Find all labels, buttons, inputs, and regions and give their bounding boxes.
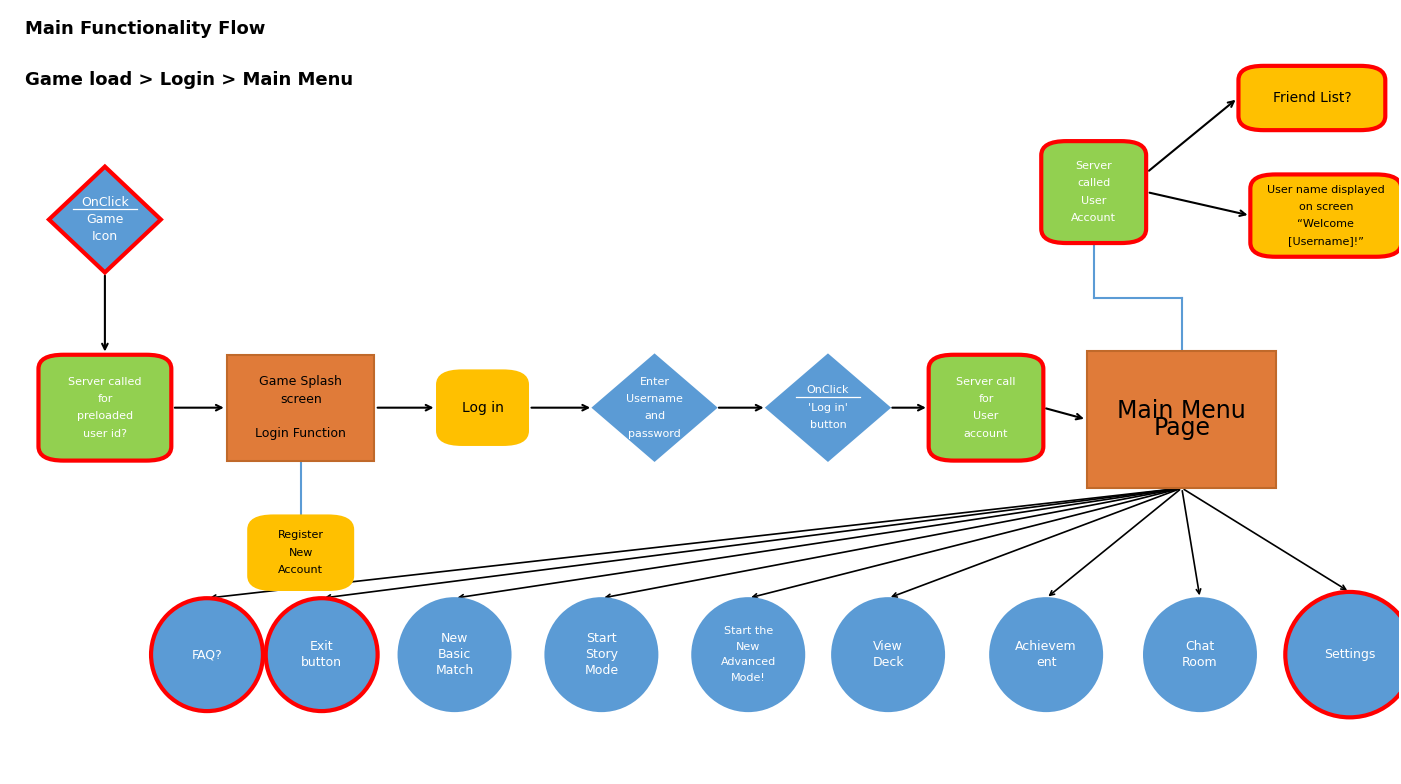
Text: View: View [873, 641, 904, 653]
Text: Basic: Basic [439, 648, 471, 661]
Text: Exit: Exit [310, 641, 333, 653]
Text: 'Log in': 'Log in' [808, 403, 848, 412]
Text: OnClick: OnClick [81, 196, 129, 209]
Text: FAQ?: FAQ? [192, 648, 223, 661]
Text: Game Splash: Game Splash [259, 376, 342, 388]
Text: User: User [1082, 196, 1107, 205]
Text: Mode!: Mode! [731, 673, 765, 683]
Text: Match: Match [436, 664, 474, 677]
Text: for: for [978, 394, 993, 404]
Text: Game: Game [87, 213, 123, 226]
Text: button: button [301, 656, 342, 669]
Text: Login Function: Login Function [255, 427, 346, 440]
Text: for: for [97, 394, 112, 404]
Text: preloaded: preloaded [77, 412, 133, 421]
Text: screen: screen [280, 393, 322, 405]
Text: on screen: on screen [1299, 202, 1353, 212]
Ellipse shape [399, 598, 510, 711]
Ellipse shape [1145, 598, 1255, 711]
FancyBboxPatch shape [1087, 351, 1276, 488]
FancyBboxPatch shape [1238, 66, 1386, 130]
Text: and: and [644, 412, 665, 421]
FancyBboxPatch shape [227, 354, 374, 461]
Text: Main Functionality Flow: Main Functionality Flow [25, 20, 266, 38]
FancyBboxPatch shape [437, 371, 528, 445]
Text: Friend List?: Friend List? [1272, 91, 1351, 105]
Text: “Welcome: “Welcome [1297, 220, 1355, 229]
Text: Enter: Enter [639, 377, 670, 387]
Text: user id?: user id? [83, 429, 127, 438]
Text: OnClick: OnClick [807, 386, 849, 395]
Polygon shape [766, 354, 890, 461]
Text: New: New [289, 548, 312, 557]
Text: ent: ent [1035, 656, 1056, 669]
Polygon shape [593, 354, 716, 461]
FancyBboxPatch shape [1250, 175, 1401, 257]
Text: Page: Page [1153, 416, 1210, 440]
Ellipse shape [266, 598, 378, 711]
Text: Game load > Login > Main Menu: Game load > Login > Main Menu [25, 71, 353, 89]
Text: Achievem: Achievem [1016, 641, 1077, 653]
Text: Start the: Start the [724, 626, 773, 636]
Text: Main Menu: Main Menu [1118, 399, 1245, 423]
Ellipse shape [151, 598, 263, 711]
Text: Room: Room [1182, 656, 1217, 669]
FancyBboxPatch shape [248, 516, 353, 590]
Text: Mode: Mode [584, 664, 618, 677]
Text: Deck: Deck [873, 656, 904, 669]
Text: Chat: Chat [1185, 641, 1215, 653]
Text: Username: Username [626, 394, 682, 404]
Text: New: New [441, 633, 468, 645]
Text: Register: Register [277, 531, 324, 540]
Text: Advanced: Advanced [720, 658, 776, 667]
Ellipse shape [692, 598, 804, 711]
Text: Server called: Server called [69, 377, 142, 387]
FancyBboxPatch shape [1041, 141, 1146, 243]
Text: called: called [1077, 179, 1111, 188]
Text: button: button [810, 420, 846, 430]
Text: User name displayed: User name displayed [1267, 185, 1384, 194]
Text: Account: Account [1072, 213, 1117, 223]
Text: New: New [736, 642, 761, 652]
Text: account: account [964, 429, 1009, 438]
FancyBboxPatch shape [929, 354, 1044, 461]
Text: Log in: Log in [461, 401, 503, 415]
Text: Server: Server [1076, 162, 1112, 171]
Ellipse shape [991, 598, 1103, 711]
Ellipse shape [832, 598, 944, 711]
FancyBboxPatch shape [38, 354, 171, 461]
Text: password: password [628, 429, 681, 438]
Ellipse shape [545, 598, 657, 711]
Ellipse shape [1285, 592, 1401, 717]
Text: User: User [974, 412, 999, 421]
Text: Story: Story [584, 648, 618, 661]
Text: Account: Account [279, 565, 324, 575]
Text: Start: Start [586, 633, 616, 645]
Text: Icon: Icon [92, 230, 118, 243]
Text: Settings: Settings [1324, 648, 1376, 661]
Text: Server call: Server call [957, 377, 1016, 387]
Polygon shape [49, 167, 161, 273]
Text: [Username]!”: [Username]!” [1288, 237, 1363, 246]
